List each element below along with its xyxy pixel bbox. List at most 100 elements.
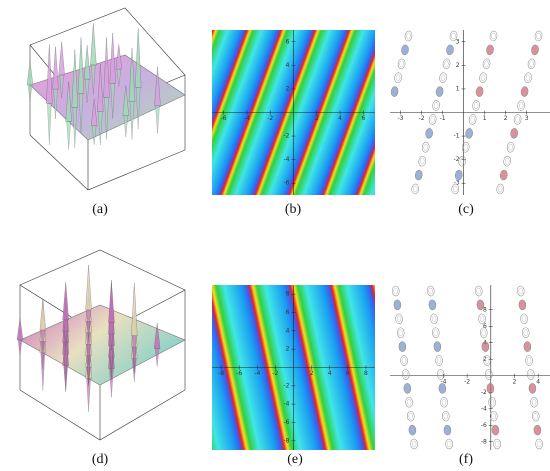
x-tick-label: 1 xyxy=(483,115,487,122)
y-tick-label: -4 xyxy=(284,156,290,163)
contour xyxy=(433,102,439,109)
contour xyxy=(401,357,407,364)
y-tick-label: 6 xyxy=(286,309,290,316)
contour xyxy=(518,287,523,295)
contour xyxy=(501,171,506,179)
surface-spike xyxy=(110,83,115,119)
contour xyxy=(479,72,487,83)
y-tick-label: 4 xyxy=(286,62,290,69)
surface-plot-d xyxy=(19,249,186,441)
contour xyxy=(535,426,540,434)
contour xyxy=(498,185,503,193)
contour xyxy=(406,32,411,40)
y-tick-label: 6 xyxy=(286,38,290,45)
y-tick-label: -2 xyxy=(454,156,460,163)
surface-spike xyxy=(16,317,24,341)
contour xyxy=(408,412,413,420)
surface-spike xyxy=(104,97,109,140)
surface-spike xyxy=(59,74,64,99)
contour xyxy=(499,169,508,181)
contour xyxy=(488,385,493,392)
surface-spike xyxy=(90,23,97,66)
contour xyxy=(449,30,458,42)
contour xyxy=(481,341,490,352)
surface-spike xyxy=(40,329,46,352)
contour xyxy=(447,46,453,54)
x-tick-label: 6 xyxy=(346,370,350,377)
contour xyxy=(473,102,479,109)
surface-spike xyxy=(136,87,141,129)
contour xyxy=(523,341,532,352)
contour xyxy=(411,440,417,448)
contour xyxy=(466,130,472,137)
contour xyxy=(459,157,465,165)
contour xyxy=(400,343,405,350)
y-tick-label: -8 xyxy=(481,438,487,445)
contour xyxy=(451,183,460,195)
contour xyxy=(433,341,442,352)
x-tick-label: 2 xyxy=(513,378,517,385)
x-tick-label: -1 xyxy=(440,115,446,122)
contour xyxy=(503,155,511,167)
contour xyxy=(401,44,409,56)
surface-spike xyxy=(26,60,34,86)
contour xyxy=(398,341,407,352)
box-edge xyxy=(29,134,186,191)
contour xyxy=(446,440,452,448)
y-tick-label: -2 xyxy=(284,133,290,140)
contour xyxy=(491,424,500,436)
contour xyxy=(438,383,447,394)
contour xyxy=(513,114,522,125)
contour xyxy=(405,385,410,392)
contour xyxy=(436,357,442,364)
contour xyxy=(504,157,510,165)
contour xyxy=(440,74,446,81)
contour xyxy=(486,383,495,394)
contour xyxy=(435,343,440,350)
contour xyxy=(489,399,495,406)
contour xyxy=(531,399,537,406)
contour xyxy=(392,88,397,95)
contour xyxy=(436,369,445,380)
contour xyxy=(416,171,421,179)
y-tick-label: 4 xyxy=(286,327,290,334)
contour xyxy=(491,412,496,420)
surface-spike xyxy=(155,105,160,134)
contour xyxy=(440,385,445,392)
y-tick-label: 2 xyxy=(456,62,460,69)
contour xyxy=(506,142,515,153)
contour xyxy=(399,60,404,68)
surface-spike xyxy=(123,115,128,138)
surface-spike xyxy=(72,107,77,149)
contour xyxy=(395,301,400,309)
contour xyxy=(438,371,443,378)
y-tick-label: -2 xyxy=(284,382,290,389)
contour xyxy=(443,424,452,436)
contour xyxy=(529,60,534,68)
caption: (e) xyxy=(287,452,303,467)
surface-spike xyxy=(62,281,69,321)
contour xyxy=(523,329,528,336)
contour xyxy=(521,315,527,323)
contour xyxy=(437,88,442,95)
contour xyxy=(483,355,491,366)
contour xyxy=(428,287,433,295)
box-edge xyxy=(19,389,186,441)
contour xyxy=(423,144,428,151)
contour xyxy=(526,357,532,364)
contour xyxy=(521,327,530,338)
x-tick-label: -2 xyxy=(419,115,425,122)
contour xyxy=(445,426,450,434)
contour xyxy=(430,116,435,123)
y-tick-label: -8 xyxy=(284,437,290,444)
x-tick-label: 4 xyxy=(328,370,332,377)
contour xyxy=(431,315,437,323)
contour xyxy=(508,144,513,151)
contour xyxy=(527,58,536,70)
contour xyxy=(493,438,501,450)
x-tick-label: -6 xyxy=(236,370,242,377)
contour xyxy=(404,30,413,42)
contour xyxy=(482,58,491,70)
